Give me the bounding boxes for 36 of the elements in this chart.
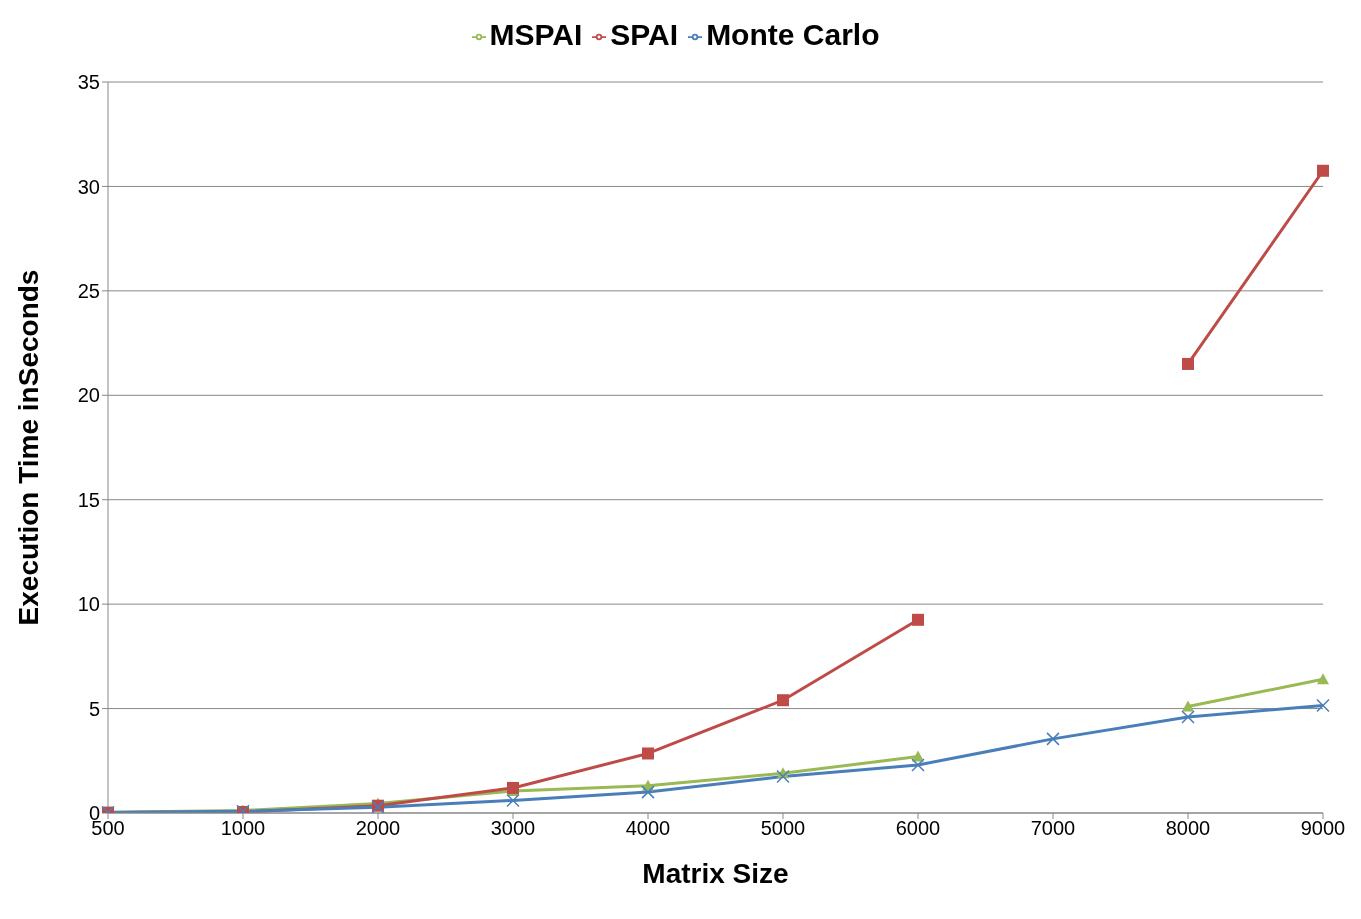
point <box>912 613 924 626</box>
x-tick-label: 3000 <box>490 817 536 840</box>
x-tick-label: 4000 <box>625 817 671 840</box>
y-tick-label: 10 <box>77 593 100 616</box>
point <box>1316 698 1330 713</box>
x-tick-label: 8000 <box>1165 817 1211 840</box>
point <box>1182 357 1194 370</box>
x-tick-label: 1000 <box>220 817 266 840</box>
point <box>1317 164 1329 177</box>
point <box>506 793 520 808</box>
x-tick-label: 6000 <box>895 817 941 840</box>
point <box>1317 673 1329 685</box>
x-tick-label: 7000 <box>1030 817 1076 840</box>
point <box>507 781 519 794</box>
y-tick-label: 5 <box>88 697 100 720</box>
point <box>777 694 789 707</box>
point <box>911 758 925 772</box>
x-tick-label: 9000 <box>1300 817 1346 840</box>
x-axis-title: Matrix Size <box>642 858 789 889</box>
point <box>1181 710 1195 724</box>
point <box>642 747 654 760</box>
x-tick-label: 2000 <box>355 817 401 840</box>
y-tick-label: 15 <box>77 488 100 511</box>
point <box>776 769 790 784</box>
y-tick-label: 20 <box>77 384 100 407</box>
y-tick-label: 35 <box>77 71 100 94</box>
legend-label: Monte Carlo <box>706 18 880 51</box>
point <box>1182 700 1194 712</box>
y-tick-label: 30 <box>77 175 100 198</box>
y-tick-label: 25 <box>77 279 100 302</box>
y-axis-title: Execution Time inSeconds <box>12 269 44 626</box>
point <box>641 785 655 799</box>
x-tick-label: 5000 <box>760 817 806 840</box>
legend-label: SPAI <box>610 18 679 51</box>
legend-label: MSPAI <box>489 18 583 51</box>
point <box>1046 732 1060 746</box>
